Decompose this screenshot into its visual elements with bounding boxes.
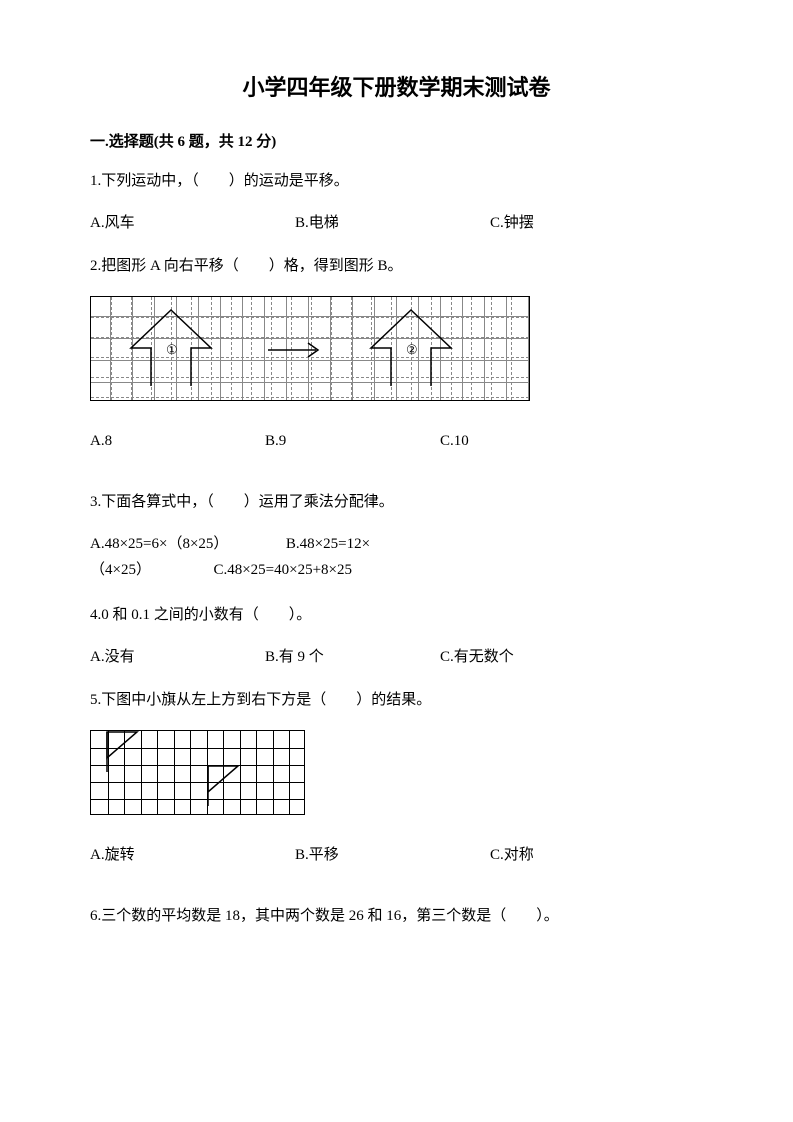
q2-figure: ① ②	[90, 296, 703, 401]
q4-option-c: C.有无数个	[440, 645, 514, 666]
q1-option-c: C.钟摆	[490, 211, 534, 232]
q5-text: 5.下图中小旗从左上方到右下方是（ ）的结果。	[90, 688, 703, 712]
q2-option-b: B.9	[265, 433, 420, 450]
q5-figure	[90, 730, 305, 815]
q3-options: A.48×25=6×（8×25） B.48×25=12× （4×25） C.48…	[90, 532, 703, 583]
q5-option-b: B.平移	[295, 843, 470, 864]
q6-text: 6.三个数的平均数是 18，其中两个数是 26 和 16，第三个数是（ ）。	[90, 904, 703, 928]
q2-options: A.8 B.9 C.10	[90, 433, 703, 450]
q3-option-b-part2: （4×25）	[90, 562, 151, 578]
q4-option-a: A.没有	[90, 645, 245, 666]
q3-option-c: C.48×25=40×25+8×25	[213, 562, 352, 578]
q4-option-b: B.有 9 个	[265, 645, 420, 666]
q3-option-b-part1: B.48×25=12×	[286, 536, 370, 552]
q1-options: A.风车 B.电梯 C.钟摆	[90, 211, 703, 232]
q3-option-a: A.48×25=6×（8×25）	[90, 536, 228, 552]
shape-label-2: ②	[406, 342, 418, 358]
q2-text: 2.把图形 A 向右平移（ ）格，得到图形 B。	[90, 254, 703, 278]
q2-option-c: C.10	[440, 433, 469, 450]
q4-options: A.没有 B.有 9 个 C.有无数个	[90, 645, 703, 666]
flag-shape-1	[105, 730, 155, 780]
q5-options: A.旋转 B.平移 C.对称	[90, 843, 703, 864]
shape-label-1: ①	[166, 342, 178, 358]
q1-option-b: B.电梯	[295, 211, 470, 232]
q5-option-a: A.旋转	[90, 843, 275, 864]
section-header: 一.选择题(共 6 题，共 12 分)	[90, 130, 703, 151]
flag-shape-2	[206, 764, 256, 814]
q5-option-c: C.对称	[490, 843, 534, 864]
q1-option-a: A.风车	[90, 211, 275, 232]
page-title: 小学四年级下册数学期末测试卷	[90, 70, 703, 102]
transition-arrow-icon	[266, 340, 326, 360]
q3-text: 3.下面各算式中，（ ）运用了乘法分配律。	[90, 490, 703, 514]
q2-option-a: A.8	[90, 433, 245, 450]
q1-text: 1.下列运动中，（ ）的运动是平移。	[90, 169, 703, 193]
q4-text: 4.0 和 0.1 之间的小数有（ ）。	[90, 603, 703, 627]
